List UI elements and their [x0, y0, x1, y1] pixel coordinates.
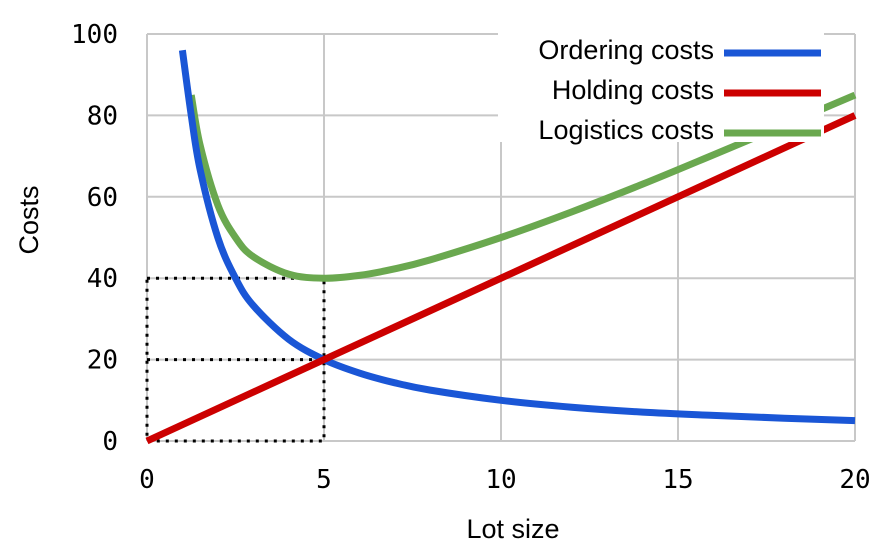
legend-label: Holding costs — [552, 75, 714, 105]
y-tick-label: 100 — [71, 20, 118, 50]
x-tick-label: 20 — [839, 465, 870, 495]
x-tick-label: 15 — [662, 465, 693, 495]
guide-line — [145, 276, 326, 443]
y-tick-label: 0 — [102, 427, 118, 457]
series-line-holding-costs — [145, 112, 857, 445]
y-tick-label: 80 — [87, 101, 118, 131]
y-tick-label: 40 — [87, 264, 118, 294]
y-tick-label: 20 — [87, 346, 118, 376]
series-line-logistics-costs — [187, 91, 857, 282]
legend-background — [498, 30, 824, 142]
legend-label: Logistics costs — [538, 115, 714, 145]
series — [145, 49, 857, 445]
series-line-ordering-costs — [178, 49, 856, 425]
guide-lines — [145, 276, 326, 443]
x-tick-label: 0 — [139, 465, 155, 495]
y-axis-label: Costs — [14, 185, 44, 254]
legend-label: Ordering costs — [538, 35, 714, 65]
x-axis-label: Lot size — [466, 514, 559, 544]
y-tick-label: 60 — [87, 183, 118, 213]
tick-labels: 0 5 10 15 20 0 20 40 60 80 100 — [71, 20, 871, 495]
x-tick-label: 10 — [485, 465, 516, 495]
legend: Ordering costs Holding costs Logistics cos… — [498, 30, 824, 145]
x-tick-label: 5 — [316, 465, 332, 495]
